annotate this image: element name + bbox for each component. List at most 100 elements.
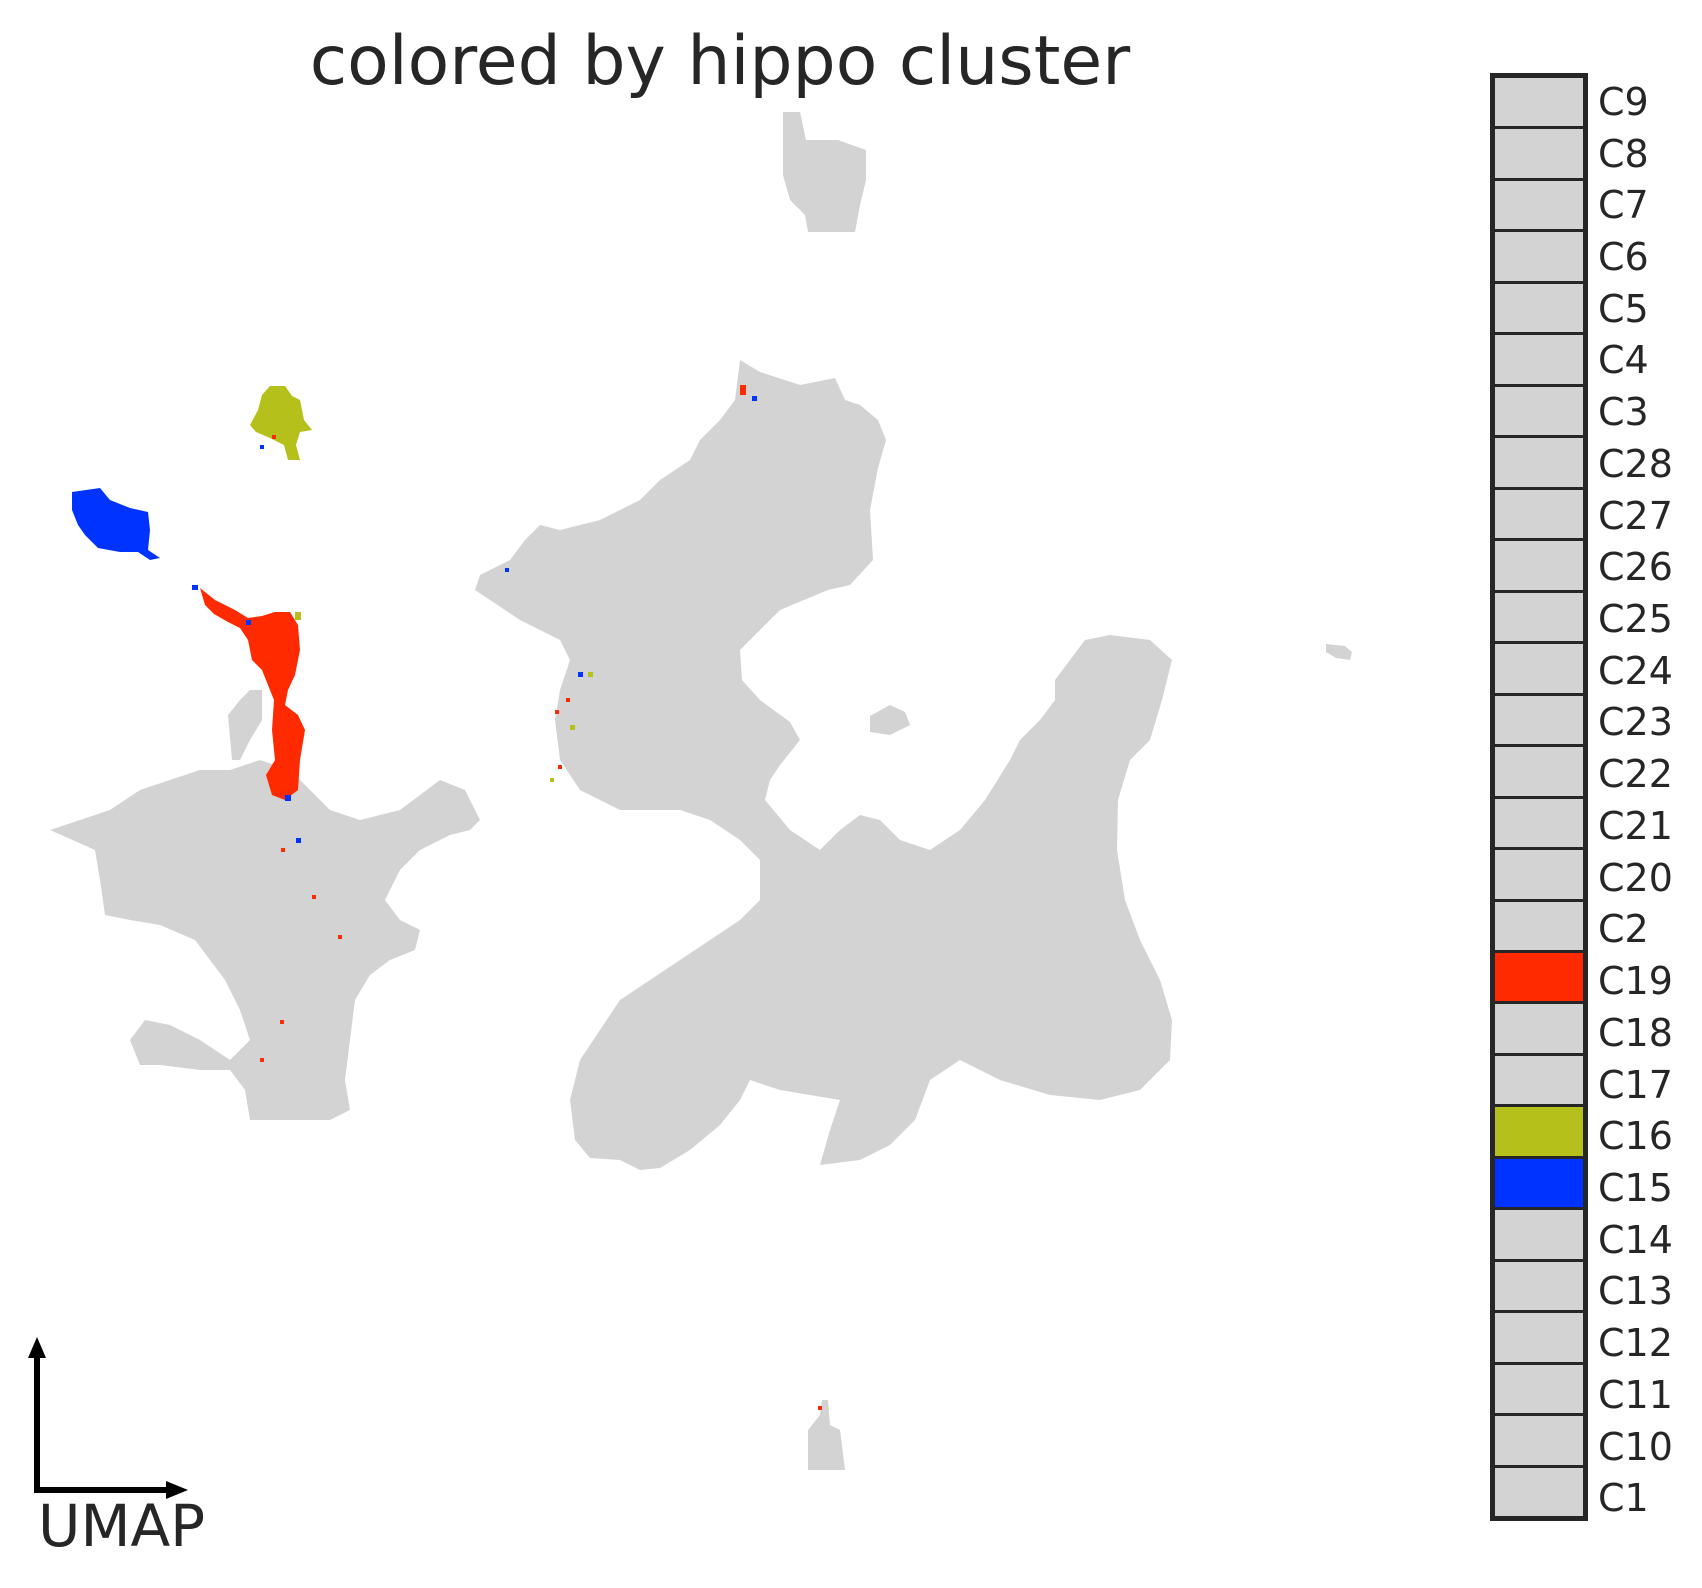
cluster-c15-cells <box>72 488 160 560</box>
speck <box>192 585 198 590</box>
speck <box>295 612 301 620</box>
legend-swatch-c13 <box>1495 1261 1583 1311</box>
speck <box>312 895 316 899</box>
legend-swatch-c12 <box>1495 1313 1583 1362</box>
legend-swatch-c14 <box>1495 1210 1583 1259</box>
legend-swatch-c18 <box>1495 1004 1583 1053</box>
speck <box>260 445 264 449</box>
speck <box>740 385 746 395</box>
legend-swatch-c21 <box>1495 798 1583 848</box>
legend-label-c6: C6 <box>1598 235 1649 280</box>
legend-label-c27: C27 <box>1598 493 1673 538</box>
cell-cluster-left <box>50 760 480 1120</box>
legend-label-c21: C21 <box>1598 803 1673 848</box>
speck <box>260 1058 264 1062</box>
legend-label-c11: C11 <box>1598 1372 1673 1417</box>
legend-label-c10: C10 <box>1598 1424 1673 1469</box>
cell-cluster-top <box>783 112 866 232</box>
speck <box>818 1406 822 1410</box>
legend-label-c12: C12 <box>1598 1321 1673 1366</box>
legend-label-c13: C13 <box>1598 1269 1673 1314</box>
legend-label-c24: C24 <box>1598 648 1673 693</box>
chart-title: colored by hippo cluster <box>309 22 1131 101</box>
legend-swatch-c22 <box>1495 747 1583 796</box>
legend-swatch-c26 <box>1495 541 1583 590</box>
legend-label-c18: C18 <box>1598 1010 1673 1055</box>
legend-label-c26: C26 <box>1598 545 1673 590</box>
legend-label-c23: C23 <box>1598 700 1673 745</box>
legend-swatch-c7 <box>1495 180 1583 230</box>
legend-label-c7: C7 <box>1598 183 1649 228</box>
legend-swatch-c8 <box>1495 129 1583 178</box>
legend-label-c20: C20 <box>1598 855 1673 900</box>
legend-swatch-c11 <box>1495 1364 1583 1414</box>
gray-cells-layer <box>50 112 1352 1470</box>
umap-axis-label: UMAP <box>38 1492 206 1560</box>
legend-label-c4: C4 <box>1598 338 1649 383</box>
legend-swatch-c10 <box>1495 1416 1583 1465</box>
speck <box>296 838 301 843</box>
legend-label-c22: C22 <box>1598 752 1673 797</box>
legend-swatch-c25 <box>1495 592 1583 642</box>
legend-swatches <box>1490 73 1588 1521</box>
legend-label-c16: C16 <box>1598 1114 1673 1159</box>
legend-swatch-c15 <box>1495 1158 1583 1208</box>
legend-label-c17: C17 <box>1598 1062 1673 1107</box>
legend-label-c2: C2 <box>1598 907 1649 952</box>
cluster-c19-cells <box>200 588 305 800</box>
legend-label-c5: C5 <box>1598 286 1649 331</box>
legend-label-c28: C28 <box>1598 441 1673 486</box>
legend-label-c9: C9 <box>1598 79 1649 124</box>
speck <box>505 568 509 572</box>
legend-swatch-c1 <box>1495 1467 1583 1517</box>
legend-swatch-c2 <box>1495 901 1583 950</box>
speck <box>752 396 757 401</box>
speck <box>281 848 285 852</box>
legend-label-c19: C19 <box>1598 959 1673 1004</box>
cell-cluster-right-speck <box>1326 644 1352 660</box>
speck <box>285 795 291 801</box>
cell-cluster-connector <box>228 690 262 760</box>
legend-swatch-c19 <box>1495 952 1583 1002</box>
legend-label-c14: C14 <box>1598 1217 1673 1262</box>
legend-swatch-c20 <box>1495 850 1583 899</box>
legend-swatch-c3 <box>1495 386 1583 436</box>
legend-label-c3: C3 <box>1598 390 1649 435</box>
legend-labels: C9 C8 C7 C6 C5 C4 C3 C28 C27 C26 C25 C24 C23 C22 C21 C2… <box>1598 73 1702 1521</box>
speck <box>272 435 276 439</box>
legend-label-c8: C8 <box>1598 131 1649 176</box>
legend-swatch-c27 <box>1495 489 1583 539</box>
speck <box>588 672 593 677</box>
speck <box>338 935 342 939</box>
legend-swatch-c17 <box>1495 1055 1583 1105</box>
legend-swatch-c5 <box>1495 283 1583 333</box>
speck <box>555 710 559 714</box>
speck <box>578 672 583 677</box>
legend-label-c15: C15 <box>1598 1165 1673 1210</box>
highlighted-cells-layer <box>72 385 822 1410</box>
legend-swatch-c28 <box>1495 438 1583 487</box>
speck <box>570 725 575 730</box>
legend-swatch-c23 <box>1495 695 1583 745</box>
cell-cluster-center-upper <box>475 360 1172 1170</box>
legend-label-c1: C1 <box>1598 1476 1649 1521</box>
cluster-c16-cells <box>250 386 312 460</box>
speck <box>246 620 251 625</box>
speck <box>566 698 570 702</box>
legend-swatch-c6 <box>1495 232 1583 281</box>
cell-cluster-mid-speck <box>870 705 910 735</box>
legend-swatch-c24 <box>1495 644 1583 693</box>
legend-label-c25: C25 <box>1598 597 1673 642</box>
umap-scatter-plot <box>28 112 1352 1499</box>
speck <box>280 1020 284 1024</box>
umap-y-arrowhead <box>28 1337 46 1358</box>
speck <box>550 778 554 782</box>
speck <box>558 765 562 769</box>
legend-swatch-c16 <box>1495 1107 1583 1156</box>
legend-swatch-c4 <box>1495 335 1583 384</box>
legend-swatch-c9 <box>1495 78 1583 127</box>
cell-cluster-bottom-small <box>808 1400 845 1470</box>
umap-axis-arrows <box>28 1337 188 1499</box>
umap-x-arrowhead <box>166 1481 188 1499</box>
